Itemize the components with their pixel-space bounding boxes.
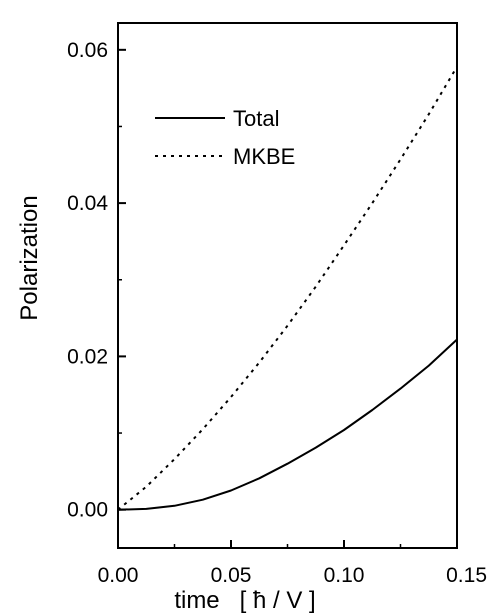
series-lines: [117, 66, 458, 511]
plot-frame: [117, 22, 458, 549]
y-tick-label: 0.02: [67, 345, 108, 368]
y-tick-label: 0.00: [67, 499, 108, 522]
series-line-total: [117, 338, 458, 511]
y-tick-label: 0.04: [67, 192, 108, 215]
x-axis-title: time [ ħ / V ]: [174, 587, 315, 614]
legend-label-mkbe: MKBE: [233, 144, 295, 169]
y-axis-title: Polarization: [16, 195, 43, 320]
y-axis-ticks: 0.00 0.02 0.04 0.06: [67, 39, 126, 522]
legend: Total MKBE: [155, 106, 295, 169]
y-tick-label: 0.06: [67, 39, 108, 62]
legend-label-total: Total: [233, 106, 279, 131]
series-line-mkbe: [117, 66, 458, 511]
x-tick-label: 0.10: [324, 564, 365, 587]
x-axis-ticks: 0.00 0.05 0.10 0.15: [98, 540, 487, 587]
x-tick-label: 0.00: [98, 564, 139, 587]
x-tick-label: 0.15: [446, 564, 487, 587]
x-tick-label: 0.05: [211, 564, 252, 587]
